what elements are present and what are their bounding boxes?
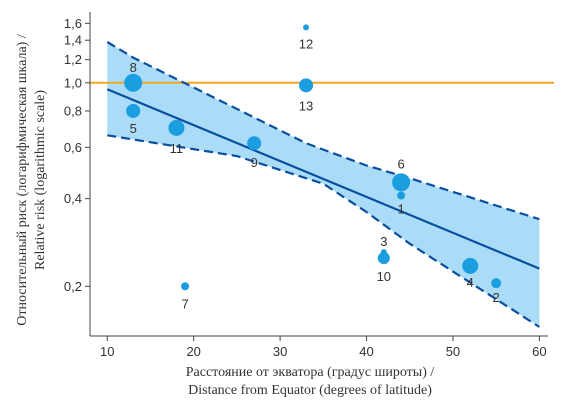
y-tick-label: 0,2 (64, 279, 82, 294)
data-point-label-12: 12 (299, 36, 313, 51)
data-point-13 (299, 78, 314, 93)
axis-titles: Расстояние от экватора (градус широты) /… (15, 34, 434, 398)
x-tick-label: 50 (446, 344, 460, 359)
data-point-2 (491, 278, 502, 289)
data-point-4 (462, 257, 479, 274)
data-point-10 (377, 252, 390, 265)
y-tick-label: 1,4 (64, 33, 82, 48)
data-point-label-2: 2 (493, 290, 500, 305)
data-point-9 (247, 136, 262, 151)
data-point-label-10: 10 (377, 269, 391, 284)
x-tick-label: 20 (186, 344, 200, 359)
y-axis-title-line-1: Относительный риск (логарифмическая шкал… (15, 34, 30, 326)
data-point-label-9: 9 (251, 155, 258, 170)
confidence-band (107, 42, 540, 327)
data-point-6 (392, 173, 411, 192)
regression-line (106, 88, 540, 270)
data-point-label-7: 7 (181, 296, 188, 311)
data-point-12 (303, 24, 310, 31)
x-tick-label: 40 (359, 344, 373, 359)
data-point-label-4: 4 (467, 275, 474, 290)
data-point-label-6: 6 (397, 156, 404, 171)
regression-layer (106, 41, 540, 328)
ci-lower-line (107, 134, 540, 328)
y-axis-title-line-2: Relative risk (logarithmic scale) (33, 90, 48, 270)
ci-upper-line (106, 41, 540, 221)
data-point-label-11: 11 (170, 141, 184, 156)
confidence-band-layer (107, 42, 540, 327)
y-tick-label: 0,4 (64, 191, 82, 206)
data-point-label-5: 5 (130, 121, 137, 136)
data-point-8 (124, 73, 143, 92)
data-point-label-13: 13 (299, 98, 313, 113)
axes: 10 20 30 40 50 60 0,2 0,4 0,6 0,8 1,0 1,2 1,4 1,6 (64, 12, 548, 359)
x-tick-label: 60 (532, 344, 546, 359)
data-point-5 (126, 103, 141, 118)
y-tick-label: 0,6 (64, 140, 82, 155)
data-point-label-8: 8 (130, 60, 137, 75)
y-tick-label: 1,6 (64, 16, 82, 31)
data-point-1 (397, 191, 406, 200)
y-tick-label: 1,2 (64, 52, 82, 67)
data-point-label-1: 1 (397, 202, 404, 217)
x-axis-title-line-1: Расстояние от экватора (градус широты) / (186, 365, 435, 380)
data-point-label-3: 3 (380, 234, 387, 249)
data-point-11 (168, 119, 185, 136)
x-axis-title-line-2: Distance from Equator (degrees of latitu… (188, 383, 432, 398)
y-tick-label: 0,8 (64, 103, 82, 118)
data-point-7 (181, 282, 190, 291)
x-tick-label: 10 (100, 344, 114, 359)
x-tick-label: 30 (273, 344, 287, 359)
y-tick-label: 1,0 (64, 75, 82, 90)
